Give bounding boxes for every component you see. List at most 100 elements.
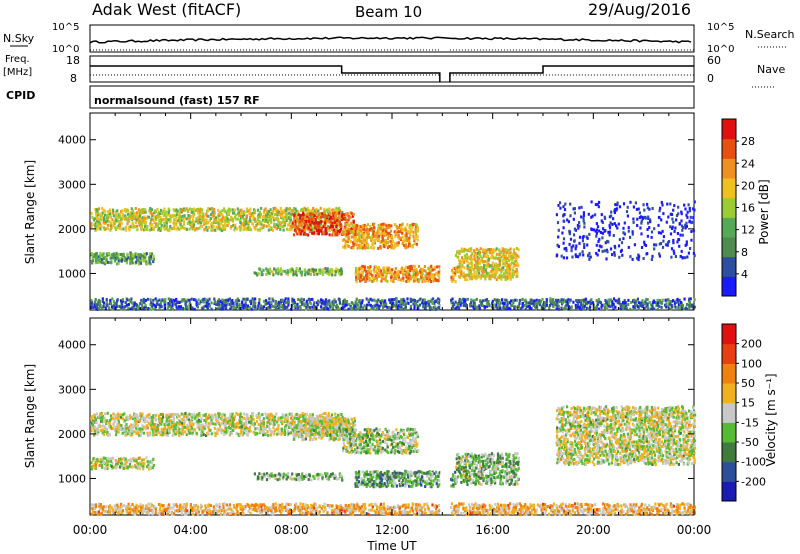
data-cell [133, 255, 136, 259]
data-cell [93, 433, 96, 437]
data-cell [323, 422, 326, 426]
data-cell [110, 260, 113, 264]
data-cell [359, 275, 362, 279]
data-cell [153, 303, 156, 307]
data-cell [168, 429, 171, 433]
data-cell [409, 300, 413, 303]
data-cell [309, 218, 312, 222]
data-cell [98, 415, 101, 419]
data-cell [314, 268, 317, 272]
data-cell [118, 423, 121, 427]
data-cell [507, 307, 510, 311]
data-cell [232, 424, 236, 428]
data-cell [294, 225, 297, 229]
data-cell [636, 217, 639, 221]
data-cell [311, 231, 314, 235]
data-cell [672, 299, 675, 303]
data-cell [186, 298, 189, 302]
data-cell [372, 275, 375, 279]
data-cell [499, 301, 502, 305]
data-cell [217, 209, 220, 212]
data-cell [227, 417, 230, 421]
data-cell [516, 262, 519, 266]
data-cell [358, 232, 361, 235]
data-cell [277, 426, 280, 430]
data-cell [498, 273, 501, 277]
data-cell [471, 252, 474, 256]
data-cell [114, 420, 117, 424]
data-cell [200, 417, 203, 421]
data-cell [669, 307, 672, 311]
data-cell [430, 280, 433, 283]
data-cell [687, 299, 691, 303]
data-cell [656, 307, 659, 311]
data-cell [504, 298, 507, 302]
data-cell [95, 252, 98, 255]
data-cell [126, 426, 129, 430]
nave-tick-bottom: 0 [707, 72, 714, 85]
data-cell [512, 299, 515, 303]
data-cell [616, 301, 619, 305]
data-cell [404, 246, 407, 250]
data-cell [130, 431, 134, 435]
station-title: Adak West (fitACF) [92, 0, 241, 19]
data-cell [454, 273, 457, 277]
data-cell [114, 216, 117, 220]
data-cell [582, 305, 585, 309]
data-cell [212, 414, 215, 418]
data-cell [90, 224, 93, 228]
data-cell [291, 209, 294, 213]
data-cell [142, 208, 145, 211]
data-cell [274, 216, 277, 220]
data-cell [675, 218, 678, 222]
data-cell [268, 297, 271, 301]
data-cell [636, 256, 639, 260]
data-cell [304, 214, 307, 218]
data-cell [293, 211, 297, 215]
data-cell [210, 213, 213, 217]
data-cell [490, 249, 493, 253]
data-cell [155, 418, 158, 422]
data-cell [482, 250, 485, 254]
data-cell [250, 421, 253, 425]
data-cell [196, 413, 199, 417]
data-cell [574, 253, 577, 257]
data-cell [223, 425, 226, 429]
data-cell [187, 214, 190, 217]
data-cell [267, 413, 270, 417]
data-cell [232, 306, 236, 310]
data-cell [629, 235, 632, 239]
data-cell [320, 229, 323, 233]
data-cell [245, 214, 249, 218]
data-cell [94, 429, 97, 433]
data-cell [284, 419, 287, 423]
data-cell [557, 228, 560, 232]
data-cell [110, 226, 113, 230]
data-cell [311, 211, 314, 215]
data-cell [427, 279, 430, 283]
data-cell [613, 251, 616, 255]
data-cell [106, 219, 109, 223]
data-cell [143, 221, 146, 225]
data-cell [160, 223, 163, 227]
data-cell [121, 431, 124, 435]
data-cell [596, 300, 599, 304]
data-cell [163, 221, 166, 225]
data-cell [502, 262, 505, 266]
data-cell [271, 418, 274, 422]
data-cell [354, 236, 357, 240]
data-cell [487, 303, 490, 306]
data-cell [669, 212, 672, 216]
data-cell [184, 307, 187, 311]
data-cell [609, 305, 612, 309]
data-cell [206, 305, 209, 309]
data-cell [551, 300, 554, 304]
data-cell [332, 303, 336, 307]
data-cell [397, 278, 400, 282]
data-cell [273, 421, 276, 425]
data-cell [324, 433, 327, 437]
data-cell [99, 260, 102, 264]
data-cell [144, 298, 147, 302]
data-cell [227, 219, 230, 223]
data-cell [313, 214, 316, 217]
